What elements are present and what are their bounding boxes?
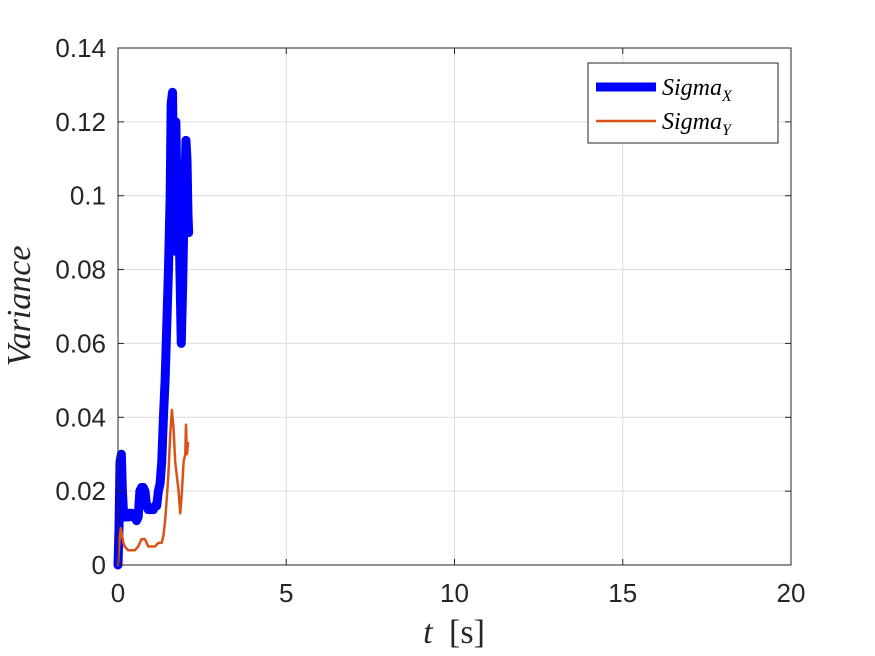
y-tick-label: 0.14	[55, 33, 106, 63]
series-line-sigma-x	[113, 87, 194, 570]
x-tick-labels: 0 5 10 15 20	[111, 48, 806, 608]
x-tick-label: 15	[608, 578, 637, 608]
x-axis-label-main: t	[423, 614, 434, 651]
legend-label-sigma-y: SigmaY	[662, 109, 733, 139]
legend-label-sigma-x: SigmaX	[662, 75, 733, 105]
y-tick-label: 0.08	[55, 255, 106, 285]
legend-box	[587, 62, 779, 144]
x-tick-label: 20	[777, 578, 806, 608]
x-tick-label: 10	[440, 578, 469, 608]
y-tick-label: 0	[92, 550, 106, 580]
x-axis-label-unit: [s]	[449, 614, 485, 651]
y-tick-labels: 0 0.02 0.04 0.06 0.08 0.1 0.12 0.14	[55, 33, 791, 580]
x-axis-label: t [s]	[423, 614, 485, 651]
y-tick-label: 0.1	[70, 181, 106, 211]
y-tick-label: 0.06	[55, 328, 106, 358]
series-layer	[113, 87, 194, 570]
series-line-sigma-y	[116, 408, 190, 567]
legend: SigmaX SigmaY	[587, 62, 779, 144]
grid	[117, 47, 792, 566]
x-tick-label: 0	[111, 578, 125, 608]
y-axis-label: Variance	[1, 246, 38, 367]
y-tick-label: 0.04	[55, 402, 106, 432]
y-tick-label: 0.12	[55, 107, 106, 137]
y-tick-label: 0.02	[55, 476, 106, 506]
x-tick-label: 5	[279, 578, 293, 608]
